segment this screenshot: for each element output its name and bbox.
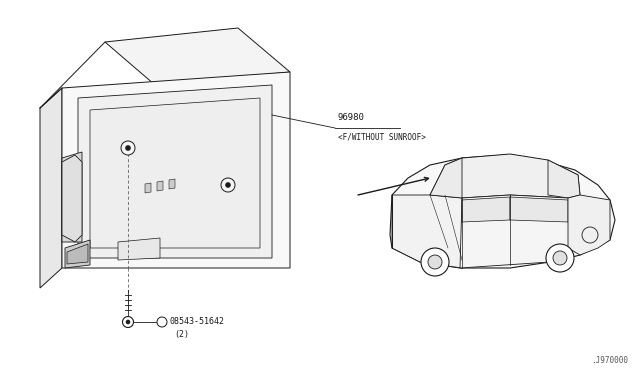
Polygon shape xyxy=(510,197,568,222)
Text: S: S xyxy=(160,320,164,324)
Circle shape xyxy=(122,317,134,327)
Text: 96980: 96980 xyxy=(338,113,365,122)
Polygon shape xyxy=(392,195,462,268)
Polygon shape xyxy=(169,179,175,189)
Text: .J970000: .J970000 xyxy=(591,356,628,365)
Text: (2): (2) xyxy=(174,330,189,339)
Polygon shape xyxy=(105,28,290,85)
Circle shape xyxy=(121,141,135,155)
Polygon shape xyxy=(65,240,90,268)
Circle shape xyxy=(157,317,167,327)
Circle shape xyxy=(553,251,567,265)
Polygon shape xyxy=(460,195,580,268)
Polygon shape xyxy=(145,183,151,193)
Polygon shape xyxy=(430,158,462,198)
Circle shape xyxy=(221,178,235,192)
Polygon shape xyxy=(157,181,163,191)
Polygon shape xyxy=(430,154,580,198)
Circle shape xyxy=(421,248,449,276)
Polygon shape xyxy=(62,152,82,242)
Polygon shape xyxy=(67,244,88,264)
Circle shape xyxy=(546,244,574,272)
Polygon shape xyxy=(118,238,160,260)
Polygon shape xyxy=(90,98,260,248)
Text: 08543-51642: 08543-51642 xyxy=(170,317,225,327)
Circle shape xyxy=(582,227,598,243)
Polygon shape xyxy=(548,160,580,198)
Polygon shape xyxy=(62,72,290,268)
Text: <F/WITHOUT SUNROOF>: <F/WITHOUT SUNROOF> xyxy=(338,132,426,141)
Polygon shape xyxy=(78,85,272,258)
Circle shape xyxy=(225,183,230,187)
Polygon shape xyxy=(40,88,62,288)
Polygon shape xyxy=(390,155,615,268)
Circle shape xyxy=(125,145,131,151)
Polygon shape xyxy=(62,155,82,242)
Polygon shape xyxy=(462,197,510,222)
Circle shape xyxy=(428,255,442,269)
Polygon shape xyxy=(568,195,610,255)
Circle shape xyxy=(126,320,130,324)
